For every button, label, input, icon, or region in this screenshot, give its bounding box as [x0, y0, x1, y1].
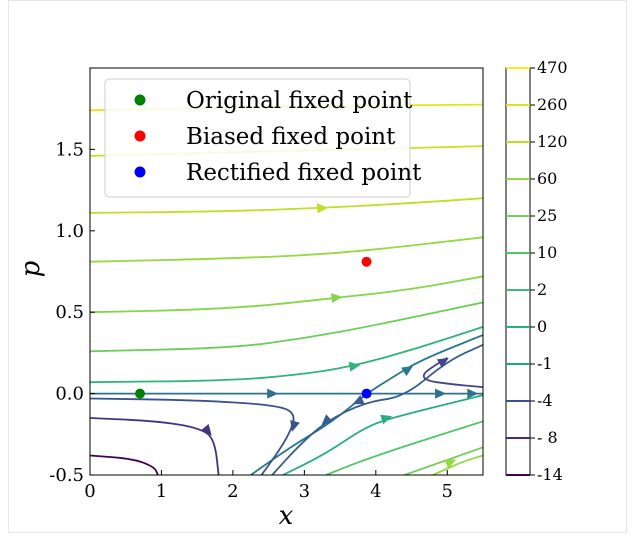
plot-area-border — [89, 67, 484, 476]
colorbar-tick-label: - 8 — [537, 428, 558, 447]
y-tick-label: 0.0 — [55, 384, 84, 405]
legend-marker-rectified-fixed-point — [134, 166, 146, 178]
streamline-5 — [90, 275, 483, 314]
colorbar-tick-label: 0 — [537, 317, 547, 336]
original-fixed-point-marker — [135, 388, 146, 399]
streamline-18-arrow-1 — [444, 459, 457, 469]
colorbar-tick-label: 60 — [537, 169, 557, 188]
legend-label-biased-fixed-point: Biased fixed point — [186, 124, 396, 150]
streamline-7 — [90, 326, 483, 384]
streamline-6 — [90, 301, 483, 353]
y-axis-label: p — [16, 260, 46, 277]
streamline-14 — [90, 454, 159, 475]
x-tick-label: 4 — [370, 481, 381, 502]
colorbar-box — [505, 67, 531, 476]
legend: Original fixed point Biased fixed point Re… — [104, 78, 422, 198]
y-tick-label: 1.5 — [55, 139, 84, 160]
y-tick-label: -0.5 — [49, 465, 84, 486]
y-axis-ticks: -0.5 0.0 0.5 1.0 1.5 — [49, 139, 95, 486]
x-axis-ticks: 0 1 2 3 4 5 — [84, 470, 453, 502]
streamline-16 — [325, 420, 483, 475]
streamline-9-arrow-3 — [467, 388, 479, 399]
streamline-17 — [404, 446, 483, 475]
colorbar-tick-label: 25 — [537, 206, 557, 225]
colorbar-tick-label: 470 — [537, 58, 568, 77]
colorbar-tick-label: 2 — [537, 280, 547, 299]
streamline-8-arrow-1 — [401, 366, 414, 377]
streamline-15 — [282, 394, 483, 475]
x-tick-label: 1 — [156, 481, 167, 502]
y-tick-label: 1.0 — [55, 221, 84, 242]
legend-label-rectified-fixed-point: Rectified fixed point — [186, 160, 422, 186]
phase-portrait-chart: 0 1 2 3 4 5 -0.5 0.0 0.5 1.0 1.5 x p Original fix… — [16, 58, 568, 531]
colorbar-tick-label: -1 — [537, 354, 553, 373]
x-axis-label: x — [279, 501, 294, 531]
rectified-fixed-point-marker — [361, 388, 372, 399]
streamline-3 — [90, 197, 483, 214]
legend-marker-biased-fixed-point — [134, 130, 146, 142]
legend-label-original-fixed-point: Original fixed point — [186, 88, 413, 114]
streamline-9-arrow-2 — [435, 388, 447, 399]
streamline-13-arrow-1 — [200, 423, 212, 436]
streamline-9-arrow-1 — [267, 388, 279, 399]
x-tick-label: 0 — [84, 481, 95, 502]
streamline-7-arrow-1 — [348, 361, 361, 372]
streamline-15-arrow-1 — [380, 414, 393, 425]
streamline-12 — [422, 357, 483, 388]
streamline-13 — [90, 417, 220, 475]
colorbar: 470 260 120 60 25 10 2 0 -1 -4 - 8 -14 — [505, 58, 568, 484]
streamline-18 — [432, 454, 483, 475]
streamline-12-arrow-1 — [436, 357, 449, 368]
x-tick-label: 2 — [227, 481, 238, 502]
colorbar-tick-label: 260 — [537, 95, 568, 114]
colorbar-tick-label: 10 — [537, 243, 557, 262]
legend-marker-original-fixed-point — [134, 94, 146, 106]
colorbar-tick-label: 120 — [537, 132, 568, 151]
colorbar-tick-label: -4 — [537, 391, 553, 410]
streamline-10 — [271, 343, 483, 475]
fixed-points-layer — [135, 256, 372, 399]
y-tick-label: 0.5 — [55, 302, 84, 323]
streamline-3-arrow-1 — [316, 203, 329, 214]
figure-frame: 0 1 2 3 4 5 -0.5 0.0 0.5 1.0 1.5 x p Original fix… — [8, 0, 627, 533]
colorbar-tick-label: -14 — [537, 465, 563, 484]
streamline-4 — [90, 236, 483, 263]
x-tick-label: 5 — [442, 481, 453, 502]
legend-box — [104, 78, 411, 198]
streamline-11 — [90, 397, 295, 475]
streamline-10-arrow-1 — [321, 414, 333, 426]
streamline-11-arrow-1 — [290, 419, 300, 432]
biased-fixed-point-marker — [361, 256, 372, 267]
streamline-5-arrow-1 — [330, 293, 343, 304]
x-tick-label: 3 — [299, 481, 310, 502]
streamline-10-arrow-2 — [352, 395, 365, 405]
